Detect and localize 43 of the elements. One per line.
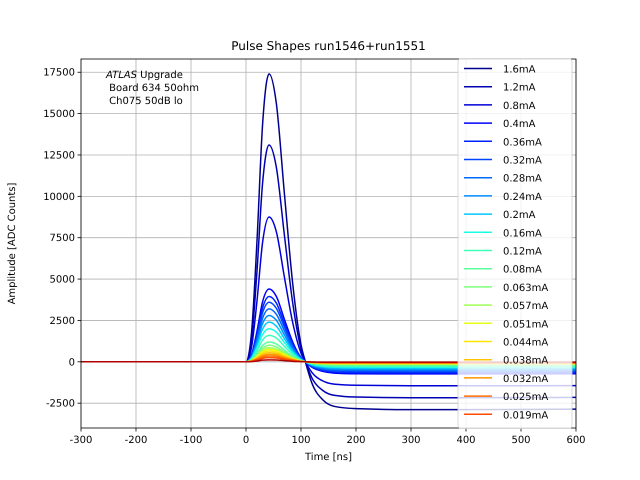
legend-label: 0.057mA xyxy=(503,301,548,312)
x-tick-label: 500 xyxy=(511,435,531,446)
chart-title: Pulse Shapes run1546+run1551 xyxy=(231,39,426,53)
legend-label: 0.24mA xyxy=(503,192,542,203)
x-axis-title: Time [ns] xyxy=(304,452,352,463)
y-axis-title: Amplitude [ADC Counts] xyxy=(7,182,18,304)
y-tick-label: 7500 xyxy=(50,233,75,244)
legend-label: 0.32mA xyxy=(503,156,542,166)
annotation: ATLAS Upgrade Board 634 50ohm Ch075 50dB lo xyxy=(105,70,199,107)
legend-label: 0.032mA xyxy=(503,374,548,385)
legend-label: 0.051mA xyxy=(503,319,548,330)
y-tick-label: 2500 xyxy=(50,316,75,327)
x-tick-label: 0 xyxy=(242,435,250,446)
legend-label: 0.28mA xyxy=(503,174,542,185)
legend-label: 0.2mA xyxy=(503,210,536,222)
y-tick-label: -2500 xyxy=(46,398,75,410)
y-tick-label: 10000 xyxy=(43,192,75,203)
legend-label: 0.038mA xyxy=(503,356,548,367)
x-tick-label: -200 xyxy=(124,435,148,446)
legend-label: 1.2mA xyxy=(503,82,536,94)
legend-label: 0.12mA xyxy=(503,246,542,258)
legend-label: 0.063mA xyxy=(503,282,548,294)
y-tick-label: 0 xyxy=(68,357,75,368)
x-tick-label: 200 xyxy=(346,435,366,446)
x-tick-label: 400 xyxy=(456,435,476,446)
legend-label: 0.4mA xyxy=(503,119,536,130)
y-tick-label: 15000 xyxy=(43,109,75,120)
y-tick-label: 5000 xyxy=(50,274,75,286)
legend-label: 0.019mA xyxy=(503,410,548,422)
x-tick-label: 100 xyxy=(291,435,311,446)
x-tick-label: -300 xyxy=(70,435,92,446)
x-tick-label: 600 xyxy=(566,435,586,446)
legend-label: 0.025mA xyxy=(503,392,548,404)
legend-label: 0.16mA xyxy=(503,228,542,240)
legend-label: 0.8mA xyxy=(503,100,536,112)
x-tick-label: -100 xyxy=(180,435,202,446)
y-tick-label: 12500 xyxy=(43,150,75,162)
y-tick-label: 17500 xyxy=(43,68,75,79)
x-tick-label: 300 xyxy=(401,435,421,446)
legend-label: 0.36mA xyxy=(503,137,542,148)
legend-label: 0.044mA xyxy=(503,338,548,348)
legend-label: 1.6mA xyxy=(503,64,536,76)
legend-label: 0.08mA xyxy=(503,264,542,276)
